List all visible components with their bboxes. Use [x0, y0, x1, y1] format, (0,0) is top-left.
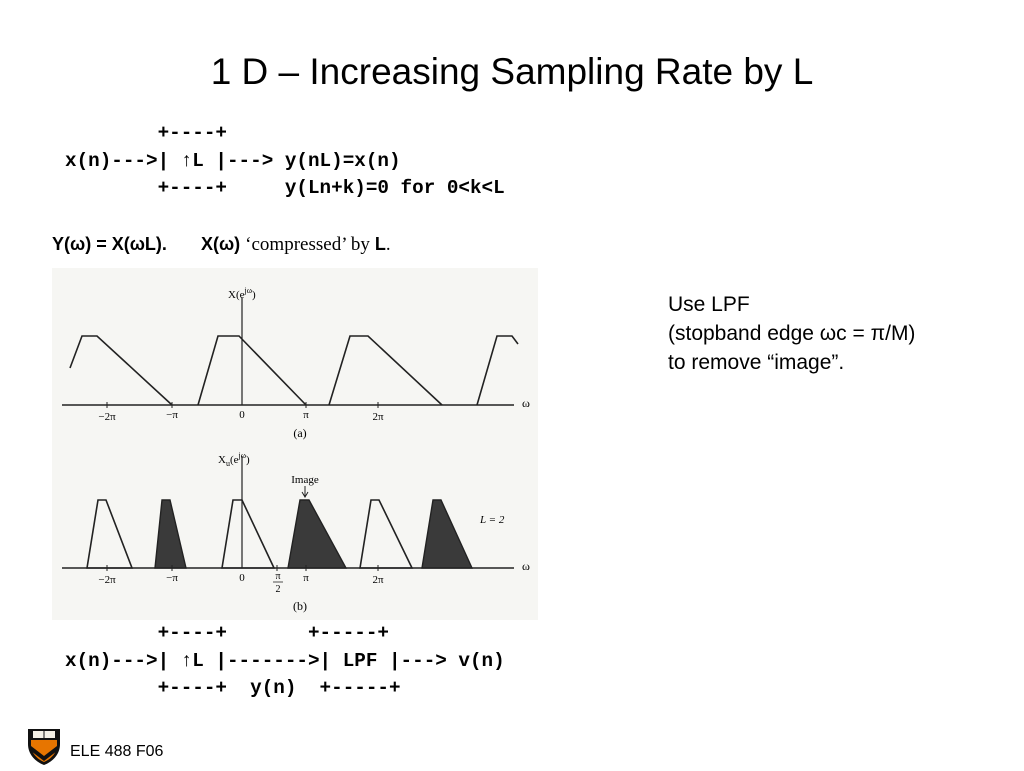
diagram-line: +----+: [65, 122, 227, 144]
note-line: (stopband edge ωc = π/M): [668, 322, 916, 345]
tick-label: −π: [166, 572, 178, 584]
diagram-line: x(n)--->| ↑L |---> y(nL)=x(n): [65, 149, 401, 172]
image-replica: [287, 499, 348, 569]
image-replica: [421, 499, 474, 569]
omega-axis-label: ω: [522, 559, 530, 573]
fraction-numerator: π: [275, 571, 280, 582]
diagram-line: +----+ +-----+: [65, 622, 389, 644]
spectrum-plots: X(ejω) ω −2π −π 0 π 2π (a) Xu(e: [62, 286, 530, 613]
tick-label: −π: [166, 409, 178, 421]
image-replica: [154, 499, 187, 569]
l-equals-label: L = 2: [479, 514, 505, 526]
image-pointer-arrowhead: [301, 491, 309, 498]
tick-label: −2π: [98, 411, 116, 423]
spectrum-equation: Y(ω) = X(ωL). X(ω) ‘compressed’ by L.: [52, 234, 391, 256]
spectrum-replica: [328, 335, 443, 406]
tick-label: π: [303, 572, 309, 584]
upsampler-block-diagram: +----+ x(n)--->| ↑L |---> y(nL)=x(n) +---…: [65, 120, 505, 203]
panel-b-ylabel: Xu(ejω): [218, 451, 250, 468]
tick-label: π: [303, 409, 309, 421]
spectrum-replica: [476, 335, 519, 406]
tick-label: 2π: [372, 574, 384, 586]
omega-axis-label: ω: [522, 396, 530, 410]
panel-a-caption: (a): [293, 426, 306, 440]
spectrum-replica: [69, 335, 173, 406]
shield-chevron: [31, 746, 57, 761]
spectrum-figure: X(ejω) ω −2π −π 0 π 2π (a) Xu(e: [52, 268, 538, 620]
tick-label: −2π: [98, 574, 116, 586]
panel-b-caption: (b): [293, 599, 307, 613]
shield-field: [31, 740, 57, 762]
equation-compressed-text: ‘compressed’ by: [245, 234, 370, 255]
baseband-replica: [86, 499, 134, 569]
note-line: Use LPF: [668, 293, 750, 316]
shield-icon: [28, 729, 60, 765]
lpf-note: Use LPF (stopband edge ωc = π/M) to remo…: [668, 290, 915, 377]
equation-l: L: [374, 234, 386, 254]
upsampler-lpf-block-diagram: +----+ +-----+ x(n)--->| ↑L |------->| LP…: [65, 620, 505, 703]
note-line: to remove “image”.: [668, 351, 845, 374]
slide-title: 1 D – Increasing Sampling Rate by L: [210, 51, 814, 92]
baseband-replica: [221, 499, 276, 569]
spectrum-replica: [197, 335, 307, 406]
diagram-line: x(n)--->| ↑L |------->| LPF |---> v(n): [65, 649, 505, 672]
tick-label: 2π: [372, 411, 384, 423]
equation-period: .: [385, 234, 391, 255]
princeton-shield-logo: [26, 726, 62, 771]
tick-label: 0: [239, 409, 245, 421]
image-label: Image: [291, 474, 319, 486]
baseband-replica: [359, 499, 414, 569]
equation-relation: Y(ω) = X(ωL).: [52, 234, 167, 254]
panel-a-ylabel: X(ejω): [228, 286, 256, 301]
diagram-line: +----+ y(n) +-----+: [65, 677, 401, 699]
equation-x-omega: X(ω): [200, 234, 241, 254]
panel-a: X(ejω) ω −2π −π 0 π 2π (a): [62, 286, 530, 440]
fraction-denominator: 2: [276, 584, 281, 595]
panel-b: Xu(ejω) Image L = 2 ω −2π −π 0 π 2π π 2 …: [62, 451, 530, 613]
tick-label: 0: [239, 572, 245, 584]
footer-course-label: ELE 488 F06: [70, 743, 164, 760]
diagram-line: +----+ y(Ln+k)=0 for 0<k<L: [65, 177, 505, 199]
